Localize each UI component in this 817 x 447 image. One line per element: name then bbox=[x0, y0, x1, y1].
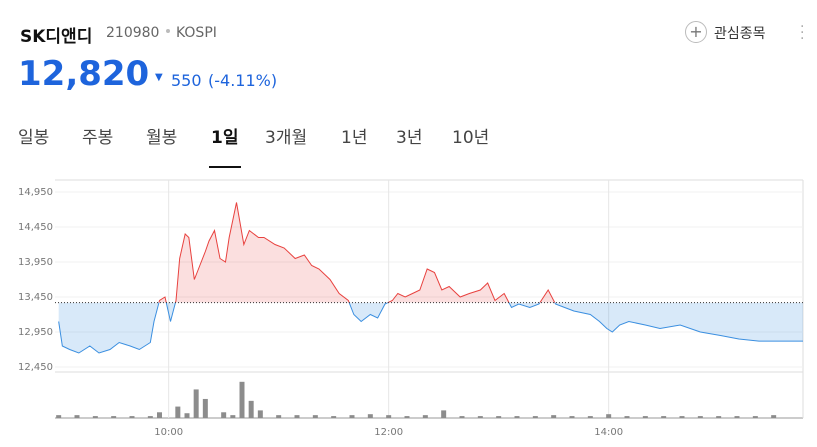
volume-bar bbox=[129, 416, 135, 418]
down-arrow: ▼ bbox=[155, 72, 163, 83]
area-up bbox=[58, 202, 803, 303]
y-tick-label: 14,950 bbox=[18, 187, 53, 198]
volume-bar bbox=[367, 414, 373, 418]
volume-bar bbox=[642, 416, 648, 418]
stock-code: 210980 bbox=[106, 25, 160, 41]
volume-bar bbox=[697, 416, 703, 418]
volume-bar bbox=[56, 415, 62, 418]
tab[interactable]: 1일 bbox=[211, 128, 239, 148]
volume-bar bbox=[441, 410, 447, 418]
x-tick-label: 10:00 bbox=[154, 427, 183, 438]
volume-bar bbox=[74, 415, 80, 418]
volume-bar bbox=[294, 415, 300, 418]
volume-bar bbox=[248, 400, 254, 418]
volume-bar bbox=[175, 406, 181, 418]
change: 550 bbox=[171, 71, 202, 90]
volume-bar bbox=[734, 416, 740, 418]
x-tick-label: 14:00 bbox=[594, 427, 623, 438]
volume-bar bbox=[422, 415, 428, 418]
x-tick-label: 12:00 bbox=[374, 427, 403, 438]
y-tick-label: 12,450 bbox=[18, 362, 53, 373]
volume-bar bbox=[230, 415, 236, 418]
volume-bar bbox=[477, 416, 483, 418]
dot bbox=[166, 29, 170, 33]
tab[interactable]: 3년 bbox=[396, 128, 423, 148]
price: 12,820 bbox=[18, 54, 150, 94]
market: KOSPI bbox=[176, 25, 217, 41]
change-pct: (-4.11%) bbox=[208, 71, 278, 90]
more-icon[interactable]: · · · bbox=[800, 19, 805, 47]
volume-bar bbox=[276, 415, 282, 418]
volume-bar bbox=[193, 389, 199, 418]
volume-bar bbox=[239, 381, 245, 418]
volume-bar bbox=[716, 416, 722, 418]
volume-bar bbox=[771, 415, 777, 418]
tab-underline bbox=[209, 166, 241, 168]
volume-bar bbox=[752, 416, 758, 418]
add-icon[interactable]: + bbox=[685, 21, 707, 43]
volume-bar bbox=[157, 412, 162, 418]
volume-bar bbox=[569, 416, 575, 418]
y-tick-label: 14,450 bbox=[18, 222, 53, 233]
volume-bar bbox=[404, 416, 410, 418]
volume-bar bbox=[459, 416, 465, 418]
volume-bar bbox=[331, 416, 337, 418]
volume-bar bbox=[532, 416, 538, 418]
volume-bar bbox=[257, 410, 263, 418]
tab[interactable]: 1년 bbox=[341, 128, 368, 148]
volume-bar bbox=[514, 416, 520, 418]
volume-bar bbox=[587, 416, 593, 418]
tab[interactable]: 주봉 bbox=[82, 128, 114, 148]
stock-name: SK디앤디 bbox=[20, 27, 93, 47]
volume-bar bbox=[679, 416, 685, 418]
y-tick-label: 13,950 bbox=[18, 257, 53, 268]
tab[interactable]: 10년 bbox=[452, 128, 490, 148]
volume-bar bbox=[221, 412, 227, 418]
volume-bar bbox=[624, 416, 630, 418]
volume-bar bbox=[551, 415, 557, 418]
volume-bar bbox=[661, 416, 667, 418]
volume-bar bbox=[386, 415, 392, 418]
volume-bar bbox=[606, 414, 612, 418]
volume-bar bbox=[111, 416, 117, 418]
area-down bbox=[58, 302, 803, 353]
volume-bar bbox=[184, 413, 190, 418]
volume-bar bbox=[92, 416, 98, 418]
volume-bar bbox=[202, 398, 208, 418]
line-down bbox=[58, 302, 803, 354]
volume-bar bbox=[312, 415, 318, 418]
volume-bar bbox=[147, 416, 153, 418]
tab[interactable]: 3개월 bbox=[265, 128, 308, 148]
tab[interactable]: 일봉 bbox=[18, 128, 50, 148]
tab[interactable]: 월봉 bbox=[146, 128, 178, 148]
y-tick-label: 13,450 bbox=[18, 292, 53, 303]
volume-bar bbox=[496, 416, 502, 418]
volume-bar bbox=[349, 415, 355, 418]
y-tick-label: 12,950 bbox=[18, 327, 53, 338]
watch-button[interactable]: 관심종목 bbox=[714, 26, 766, 42]
